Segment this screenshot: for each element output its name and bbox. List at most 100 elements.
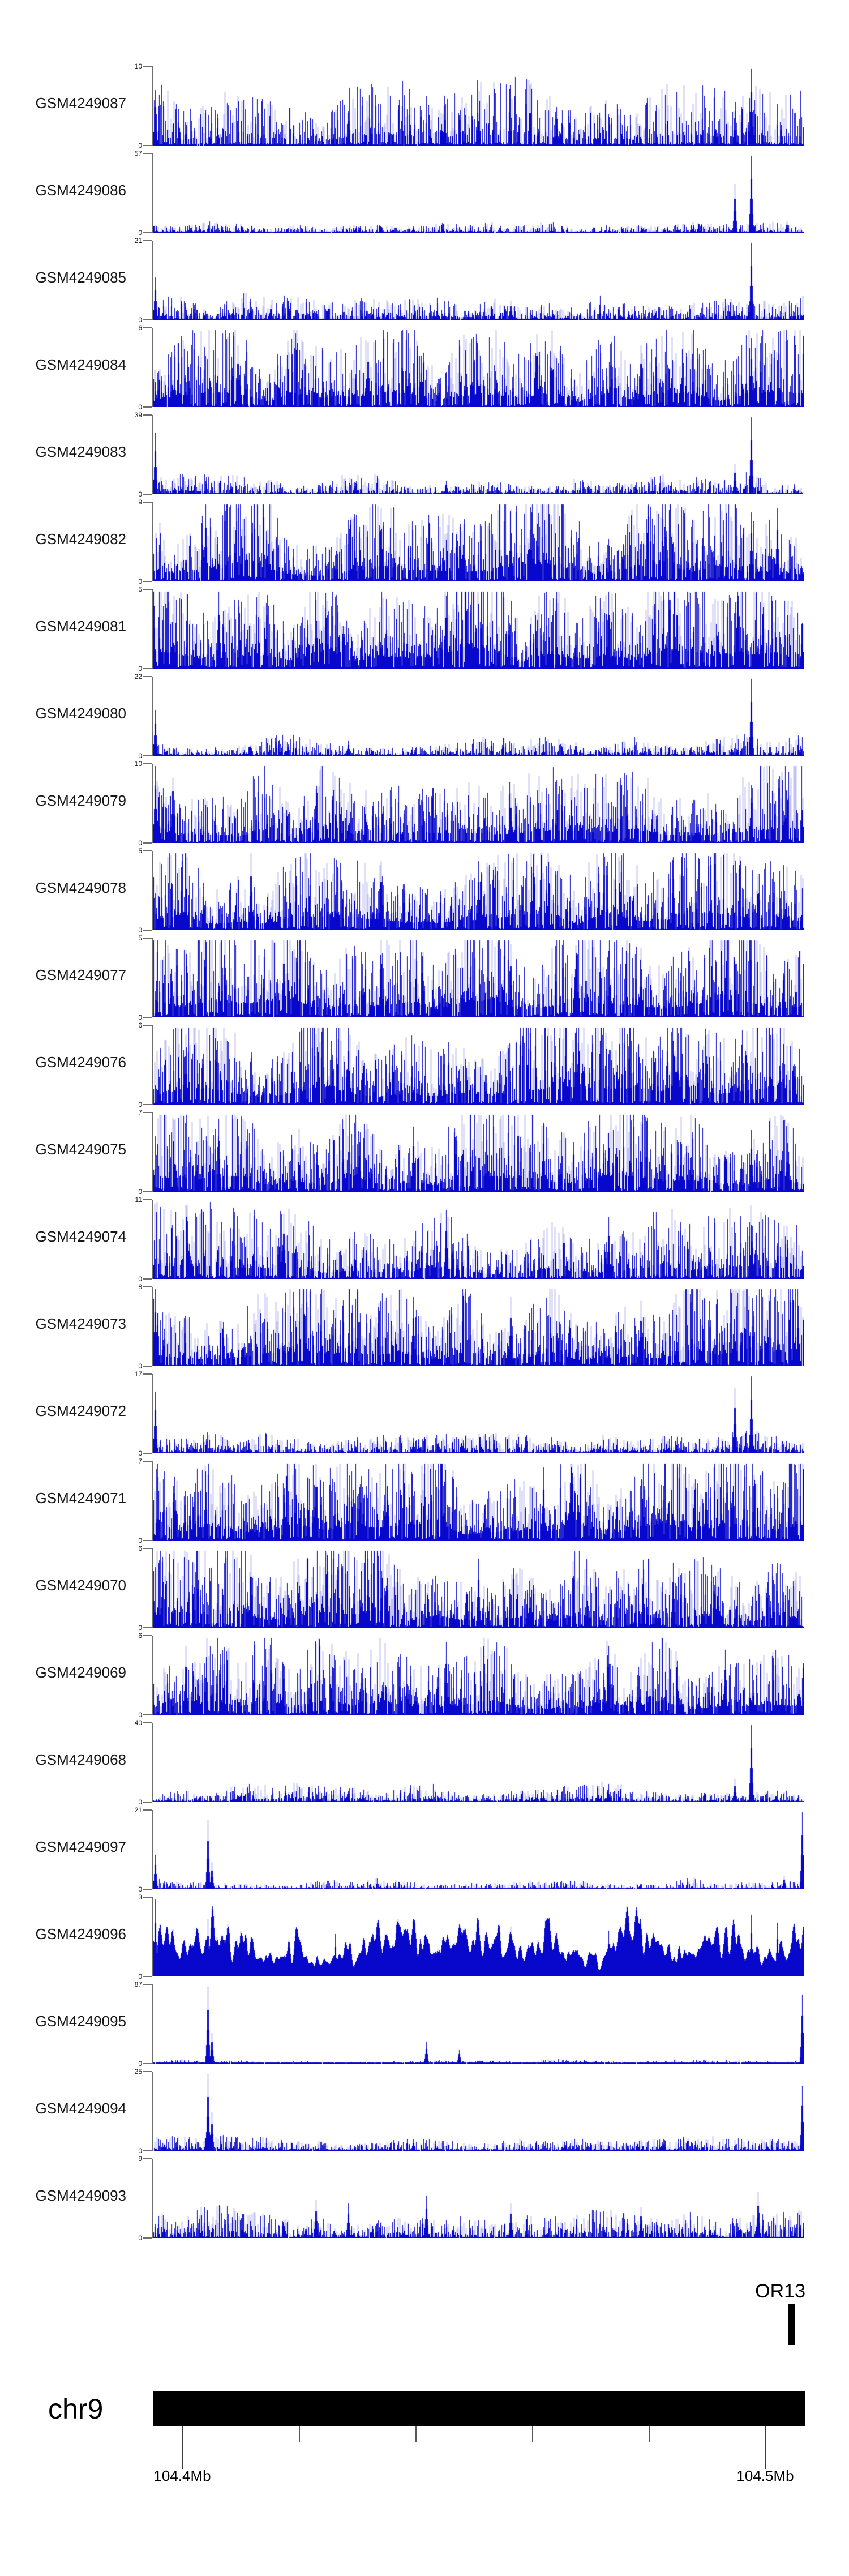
y-axis-top-tick <box>143 502 152 503</box>
y-axis-zero-tick <box>143 1017 152 1018</box>
track-label: GSM4249086 <box>35 182 126 199</box>
chromosome-label: chr9 <box>48 2393 104 2425</box>
y-axis-zero-value: 0 <box>138 1188 142 1196</box>
y-axis-top-tick <box>143 1635 152 1636</box>
y-axis-max-value: 6 <box>138 1632 142 1640</box>
y-axis-top-tick <box>143 2071 152 2072</box>
y-axis-zero-value: 0 <box>138 752 142 760</box>
y-axis-zero-tick <box>143 930 152 931</box>
track-label: GSM4249085 <box>35 269 126 286</box>
y-axis-top-tick <box>143 938 152 939</box>
y-axis-top-tick <box>143 1461 152 1462</box>
track-signal <box>153 2072 804 2151</box>
y-axis-top-tick <box>143 850 152 851</box>
y-axis-zero-tick <box>143 2063 152 2064</box>
track-label: GSM4249068 <box>35 1751 126 1768</box>
y-axis-zero-tick <box>143 842 152 844</box>
track-signal <box>153 415 804 494</box>
y-axis-zero-tick <box>143 406 152 408</box>
track-signal <box>153 1897 804 1976</box>
track-label: GSM4249076 <box>35 1054 126 1071</box>
track-label: GSM4249095 <box>35 2013 126 2030</box>
y-axis-top-tick <box>143 414 152 416</box>
y-axis-top-tick <box>143 2158 152 2159</box>
y-axis-top-tick <box>143 1025 152 1026</box>
track-signal <box>153 328 804 407</box>
y-axis-zero-tick <box>143 1278 152 1280</box>
y-axis-zero-tick <box>143 1104 152 1105</box>
y-axis-zero-tick <box>143 319 152 320</box>
y-axis-max-value: 8 <box>138 1283 142 1291</box>
y-axis-line <box>152 677 153 756</box>
axis-tick-minor <box>532 2426 533 2442</box>
track-label: GSM4249079 <box>35 792 126 809</box>
y-axis-line <box>152 2072 153 2151</box>
track-signal <box>153 2159 804 2238</box>
y-axis-zero-tick <box>143 755 152 756</box>
track-label: GSM4249081 <box>35 618 126 635</box>
y-axis-zero-tick <box>143 1366 152 1367</box>
y-axis-max-value: 5 <box>138 934 142 942</box>
y-axis-zero-tick <box>143 2237 152 2239</box>
y-axis-max-value: 7 <box>138 1457 142 1465</box>
y-axis-zero-tick <box>143 668 152 669</box>
y-axis-top-tick <box>143 1548 152 1549</box>
y-axis-zero-value: 0 <box>138 577 142 585</box>
y-axis-max-value: 6 <box>138 1544 142 1552</box>
y-axis-zero-tick <box>143 145 152 146</box>
y-axis-line <box>152 1810 153 1889</box>
y-axis-top-tick <box>143 1112 152 1113</box>
track-label: GSM4249072 <box>35 1402 126 1419</box>
y-axis-zero-value: 0 <box>138 2147 142 2155</box>
y-axis-line <box>152 66 153 146</box>
axis-tick-minor <box>299 2426 300 2442</box>
track-label: GSM4249077 <box>35 966 126 983</box>
track-signal <box>153 851 804 930</box>
y-axis-zero-value: 0 <box>138 1362 142 1370</box>
y-axis-max-value: 87 <box>134 1980 142 1988</box>
y-axis-zero-value: 0 <box>138 2234 142 2242</box>
y-axis-line <box>152 1025 153 1105</box>
track-label: GSM4249097 <box>35 1838 126 1855</box>
track-signal <box>153 1374 804 1453</box>
track-label: GSM4249083 <box>35 443 126 460</box>
y-axis-top-tick <box>143 1373 152 1375</box>
y-axis-zero-tick <box>143 1191 152 1192</box>
y-axis-zero-tick <box>143 2150 152 2151</box>
y-axis-zero-tick <box>143 1627 152 1628</box>
y-axis-line <box>152 153 153 233</box>
y-axis-max-value: 7 <box>138 1109 142 1116</box>
track-signal <box>153 589 804 669</box>
y-axis-line <box>152 938 153 1017</box>
track-signal <box>153 1025 804 1105</box>
y-axis-top-tick <box>143 763 152 764</box>
axis-tick-minor <box>649 2426 650 2442</box>
chromosome-ideogram-bar <box>153 2391 805 2426</box>
axis-tick-minor <box>415 2426 417 2442</box>
y-axis-zero-value: 0 <box>138 1885 142 1893</box>
y-axis-zero-value: 0 <box>138 1101 142 1109</box>
gene-name-label: OR13 <box>755 2280 805 2302</box>
y-axis-line <box>152 589 153 669</box>
track-signal <box>153 1636 804 1715</box>
y-axis-top-tick <box>143 1809 152 1811</box>
y-axis-zero-value: 0 <box>138 2060 142 2068</box>
y-axis-top-tick <box>143 327 152 328</box>
track-signal <box>153 241 804 320</box>
track-label: GSM4249080 <box>35 705 126 722</box>
y-axis-top-tick <box>143 1984 152 1985</box>
track-label: GSM4249075 <box>35 1141 126 1158</box>
y-axis-line <box>152 2159 153 2238</box>
y-axis-line <box>152 764 153 843</box>
y-axis-line <box>152 851 153 930</box>
y-axis-zero-value: 0 <box>138 490 142 498</box>
track-label: GSM4249082 <box>35 530 126 547</box>
y-axis-line <box>152 1636 153 1715</box>
y-axis-top-tick <box>143 66 152 67</box>
y-axis-zero-tick <box>143 1453 152 1454</box>
track-signal <box>153 1200 804 1279</box>
y-axis-line <box>152 502 153 581</box>
y-axis-zero-value: 0 <box>138 1537 142 1544</box>
track-label: GSM4249084 <box>35 356 126 373</box>
